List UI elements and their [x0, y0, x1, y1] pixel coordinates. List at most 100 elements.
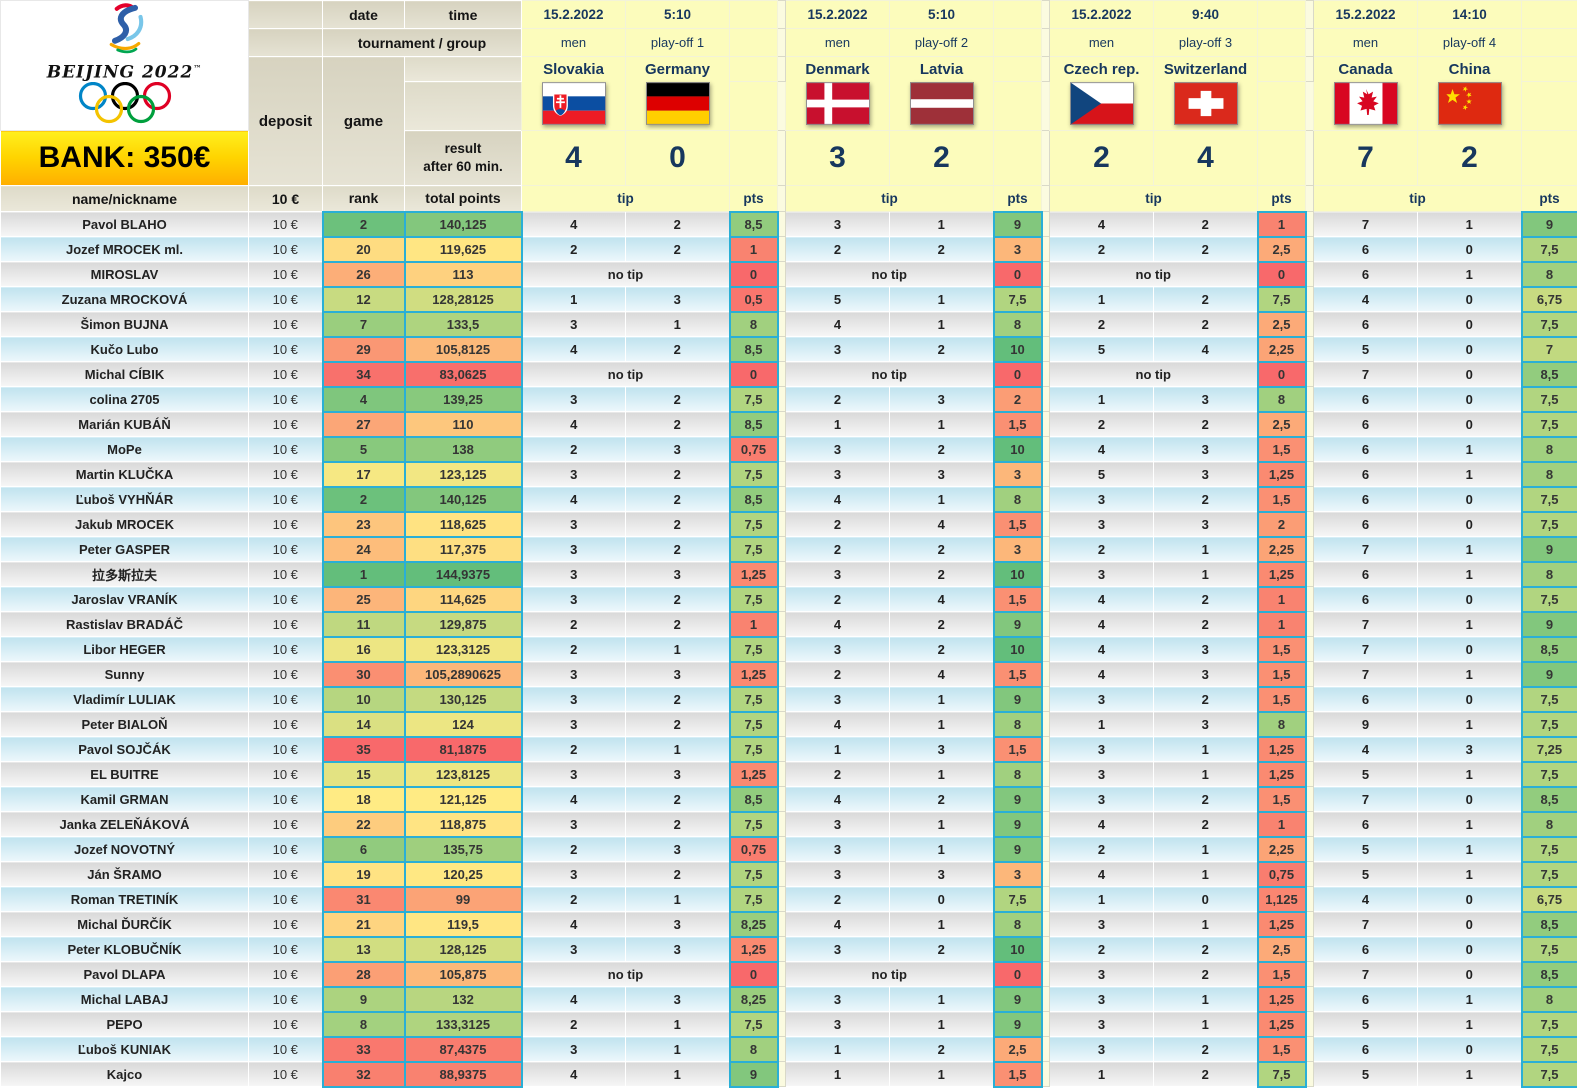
tip-away-cell: 2 [1154, 312, 1258, 337]
points-cell: 1 [1258, 587, 1306, 612]
deposit-cell: 10 € [249, 437, 323, 462]
total-points-cell: 117,375 [405, 537, 522, 562]
tip-home-cell: 3 [522, 462, 626, 487]
total-points-cell: 132 [405, 987, 522, 1012]
points-cell: 2 [1258, 512, 1306, 537]
tip-home-cell: 6 [1314, 412, 1418, 437]
tip-home-cell: 5 [1314, 762, 1418, 787]
block-spacer [778, 862, 786, 887]
points-cell: 2,25 [1258, 537, 1306, 562]
tip-home-cell: 3 [786, 337, 890, 362]
points-cell: 10 [994, 637, 1042, 662]
tip-home-cell: 3 [786, 462, 890, 487]
points-cell: 7,5 [1522, 1062, 1577, 1087]
deposit-cell: 10 € [249, 962, 323, 987]
points-cell: 3 [994, 237, 1042, 262]
tip-away-cell: 1 [626, 887, 730, 912]
deposit-cell: 10 € [249, 412, 323, 437]
block-spacer [1306, 262, 1314, 287]
tip-home-cell: 5 [1314, 1062, 1418, 1087]
block-spacer [1306, 612, 1314, 637]
deposit-header-spacer [249, 29, 323, 57]
tip-away-cell: 1 [626, 1012, 730, 1037]
tip-away-cell: 1 [1154, 537, 1258, 562]
points-cell: 8 [994, 762, 1042, 787]
tip-away-cell: 0 [1418, 412, 1522, 437]
tip-home-cell: 1 [522, 287, 626, 312]
tip-away-cell: 2 [890, 787, 994, 812]
points-cell: 8,5 [730, 337, 778, 362]
total-points-cell: 83,0625 [405, 362, 522, 387]
block-spacer [1306, 362, 1314, 387]
player-name-cell: EL BUITRE [1, 762, 249, 787]
points-cell: 10 [994, 337, 1042, 362]
match-date: 15.2.2022 [1314, 1, 1418, 29]
tip-home-cell: 6 [1314, 262, 1418, 287]
points-cell: 10 [994, 562, 1042, 587]
deposit-cell: 10 € [249, 937, 323, 962]
points-cell: 1,5 [994, 737, 1042, 762]
block-spacer [1306, 887, 1314, 912]
match-time: 5:10 [626, 1, 730, 29]
deposit-cell: 10 € [249, 487, 323, 512]
points-cell: 7,5 [1522, 587, 1577, 612]
points-cell: 7,5 [730, 812, 778, 837]
block-spacer [1042, 29, 1050, 57]
deposit-cell: 10 € [249, 787, 323, 812]
tip-home-cell: 3 [786, 637, 890, 662]
tip-away-cell: 3 [626, 987, 730, 1012]
tip-away-cell: 2 [890, 562, 994, 587]
total-points-cell: 99 [405, 887, 522, 912]
pts-col-spacer [1258, 57, 1306, 82]
block-spacer [778, 687, 786, 712]
tip-away-cell: 0 [1418, 487, 1522, 512]
player-name-cell: Ján ŠRAMO [1, 862, 249, 887]
tip-home-cell: 3 [522, 537, 626, 562]
points-cell: 2,5 [1258, 937, 1306, 962]
tip-home-cell: 6 [1314, 687, 1418, 712]
points-cell: 1,5 [1258, 662, 1306, 687]
pts-col-spacer [730, 57, 778, 82]
points-cell: 7,5 [730, 737, 778, 762]
block-spacer [1306, 787, 1314, 812]
points-cell: 8 [1258, 712, 1306, 737]
tip-away-cell: 3 [890, 387, 994, 412]
block-spacer [1042, 312, 1050, 337]
block-spacer [1306, 412, 1314, 437]
rank-cell: 11 [323, 612, 405, 637]
tip-away-cell: 2 [890, 237, 994, 262]
points-cell: 7,5 [1522, 937, 1577, 962]
tip-away-cell: 2 [1154, 787, 1258, 812]
tip-home-cell: 5 [1050, 337, 1154, 362]
home-score: 3 [786, 131, 890, 186]
total-points-cell: 133,5 [405, 312, 522, 337]
home-team-cell: Canada [1314, 57, 1418, 131]
tip-home-cell: 1 [1050, 1062, 1154, 1087]
tip-home-cell: 2 [522, 1012, 626, 1037]
tip-away-cell: 2 [626, 212, 730, 237]
player-name-cell: Vladimír LULIAK [1, 687, 249, 712]
tip-home-cell: 1 [1050, 387, 1154, 412]
tip-home-cell: 4 [786, 312, 890, 337]
deposit-cell: 10 € [249, 337, 323, 362]
tip-away-cell: 0 [1418, 237, 1522, 262]
tip-home-cell: 1 [786, 1062, 890, 1087]
pts-col-spacer [1522, 29, 1577, 57]
rank-cell: 31 [323, 887, 405, 912]
tip-home-cell: 3 [1050, 737, 1154, 762]
points-cell: 1,25 [1258, 462, 1306, 487]
block-spacer [1306, 312, 1314, 337]
tip-away-cell: 1 [1418, 1012, 1522, 1037]
flag-slovakia [542, 82, 606, 125]
block-spacer [778, 762, 786, 787]
team-name: Germany [626, 58, 729, 82]
tip-away-cell: 0 [1418, 287, 1522, 312]
rank-cell: 17 [323, 462, 405, 487]
deposit-cell: 10 € [249, 762, 323, 787]
home-team-cell: Czech rep. [1050, 57, 1154, 131]
points-cell: 8 [1522, 462, 1577, 487]
tip-away-cell: 2 [1154, 812, 1258, 837]
match-category: men [786, 29, 890, 57]
